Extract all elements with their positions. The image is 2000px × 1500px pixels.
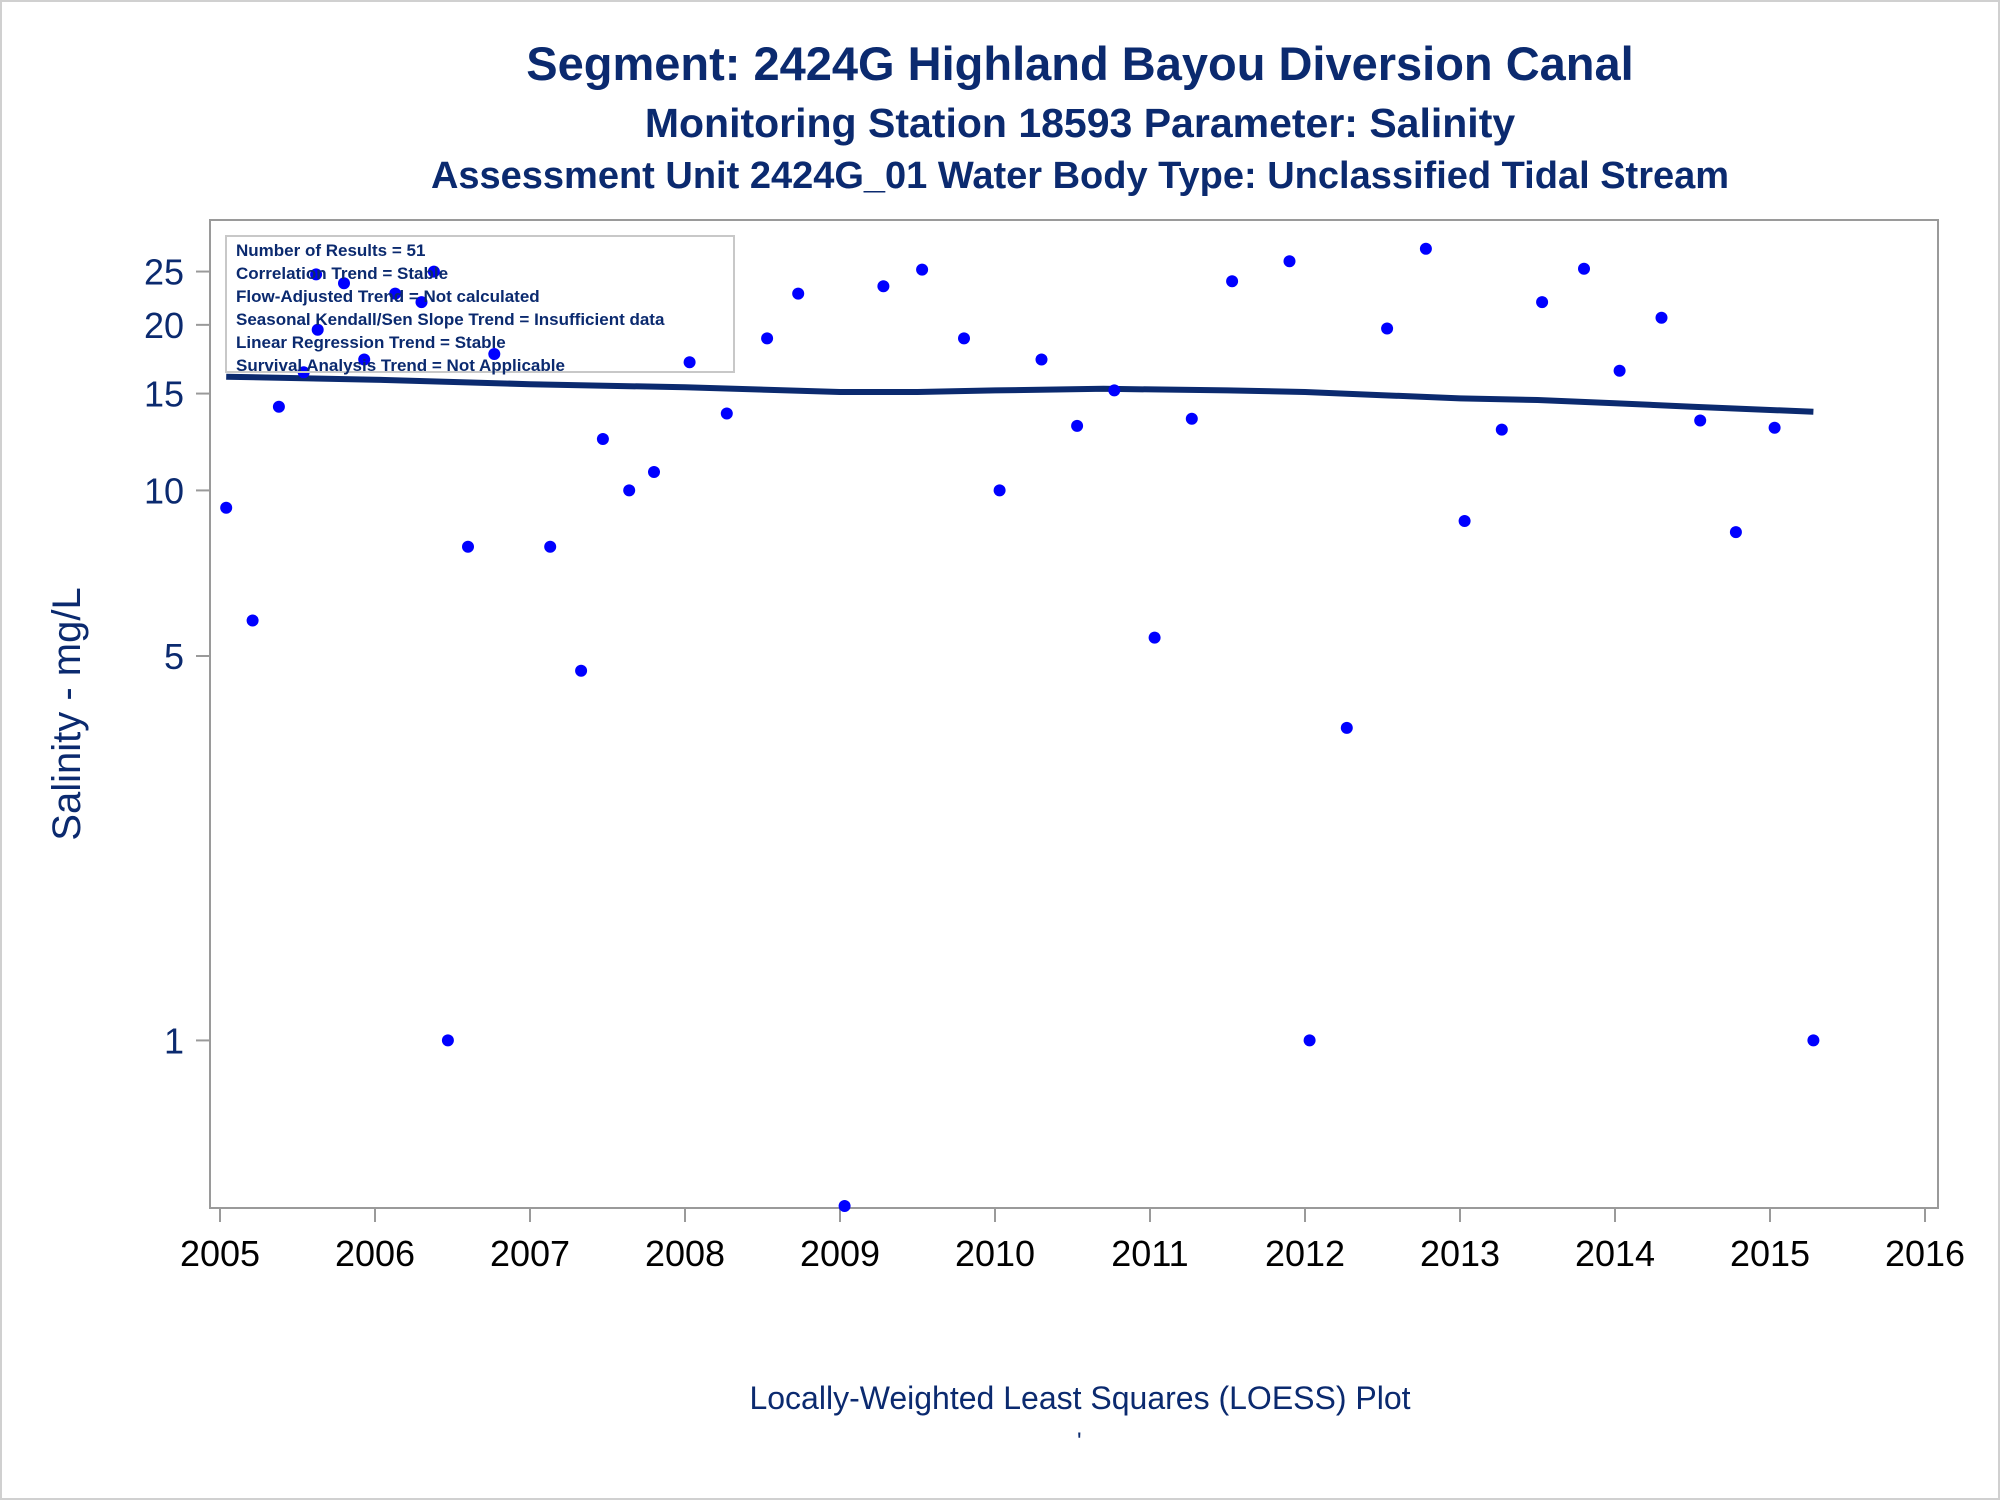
x-tick-label: 2016 — [1885, 1233, 1965, 1274]
x-tick-label: 2010 — [955, 1233, 1035, 1274]
data-point — [246, 614, 259, 627]
stats-box-line: Seasonal Kendall/Sen Slope Trend = Insuf… — [236, 310, 665, 329]
data-point — [648, 466, 660, 478]
data-point — [1694, 414, 1707, 427]
data-point — [1303, 1034, 1316, 1047]
loess-trend-line — [226, 373, 1814, 415]
data-point — [1381, 322, 1394, 335]
data-point — [1807, 1034, 1820, 1047]
data-point — [358, 353, 371, 366]
y-tick-label: 10 — [144, 470, 184, 511]
data-point — [1655, 311, 1668, 324]
x-tick-label: 2014 — [1575, 1233, 1655, 1274]
y-tick-label: 25 — [144, 252, 184, 293]
data-point — [1578, 262, 1590, 275]
x-tick-label: 2013 — [1420, 1233, 1500, 1274]
data-point — [1283, 255, 1296, 268]
data-point — [1108, 384, 1121, 397]
data-point — [1071, 419, 1084, 432]
data-point — [1419, 242, 1432, 255]
y-axis-label: Salinity - mg/L — [45, 587, 89, 840]
data-point — [1185, 412, 1198, 425]
footnote: Locally-Weighted Least Squares (LOESS) P… — [749, 1380, 1411, 1416]
data-point — [389, 287, 402, 300]
chart-title: Segment: 2424G Highland Bayou Diversion … — [526, 37, 1634, 90]
data-point — [1536, 296, 1549, 309]
data-point — [1148, 631, 1161, 644]
data-point — [1035, 353, 1048, 366]
data-point — [1340, 721, 1353, 734]
data-point — [1458, 515, 1471, 527]
data-point — [993, 484, 1006, 497]
x-tick-label: 2006 — [335, 1233, 415, 1274]
data-point — [462, 540, 474, 553]
stats-box: Number of Results = 51 Correlation Trend … — [225, 235, 735, 375]
data-point — [311, 323, 324, 336]
data-point — [415, 296, 428, 309]
data-point — [544, 540, 557, 553]
stats-box-line: Survival Analysis Trend = Not Applicable — [236, 356, 565, 375]
data-point — [596, 433, 609, 445]
data-point — [958, 332, 970, 345]
data-point — [1613, 364, 1626, 377]
data-point — [683, 356, 696, 369]
data-point — [220, 501, 233, 514]
data-point — [720, 407, 733, 420]
x-axis: 2005 2006 2007 2008 2009 2010 2011 2012 2013 2014… — [180, 1208, 1965, 1274]
data-point — [1768, 421, 1781, 434]
data-point — [441, 1034, 454, 1047]
data-point — [838, 1200, 851, 1212]
x-tick-label: 2007 — [490, 1233, 570, 1274]
y-tick-label: 5 — [164, 636, 184, 677]
data-point — [575, 664, 588, 677]
x-tick-label: 2012 — [1265, 1233, 1345, 1274]
footnote-mark: ' — [1077, 1428, 1082, 1455]
y-tick-label: 15 — [144, 374, 184, 415]
data-point — [792, 287, 805, 300]
chart-subtitle-station: Monitoring Station 18593 Parameter: Sali… — [644, 100, 1516, 146]
chart-subtitle-assessment: Assessment Unit 2424G_01 Water Body Type… — [430, 155, 1730, 197]
stats-box-line: Number of Results = 51 — [236, 241, 425, 260]
x-tick-label: 2008 — [645, 1233, 725, 1274]
data-point — [1226, 275, 1239, 288]
data-point — [488, 348, 501, 360]
x-tick-label: 2009 — [800, 1233, 880, 1274]
data-point — [761, 332, 774, 345]
y-tick-label: 20 — [144, 305, 184, 346]
data-point — [916, 263, 929, 276]
x-tick-label: 2015 — [1730, 1233, 1810, 1274]
data-point — [272, 400, 285, 413]
data-point — [623, 484, 636, 497]
y-tick-label: 1 — [164, 1020, 184, 1061]
x-tick-label: 2005 — [180, 1233, 260, 1274]
stats-box-line: Linear Regression Trend = Stable — [236, 333, 506, 352]
data-point — [1729, 526, 1742, 539]
data-point — [427, 265, 440, 278]
stats-box-border — [225, 235, 735, 373]
data-point — [877, 280, 890, 293]
data-point — [338, 277, 350, 290]
data-point — [1495, 423, 1508, 436]
plot-area — [209, 219, 1939, 1209]
data-point — [310, 268, 323, 281]
x-tick-label: 2011 — [1111, 1233, 1188, 1274]
stats-box-line: Flow-Adjusted Trend = Not calculated — [236, 287, 540, 306]
stats-box-line: Correlation Trend = Stable — [236, 264, 448, 283]
